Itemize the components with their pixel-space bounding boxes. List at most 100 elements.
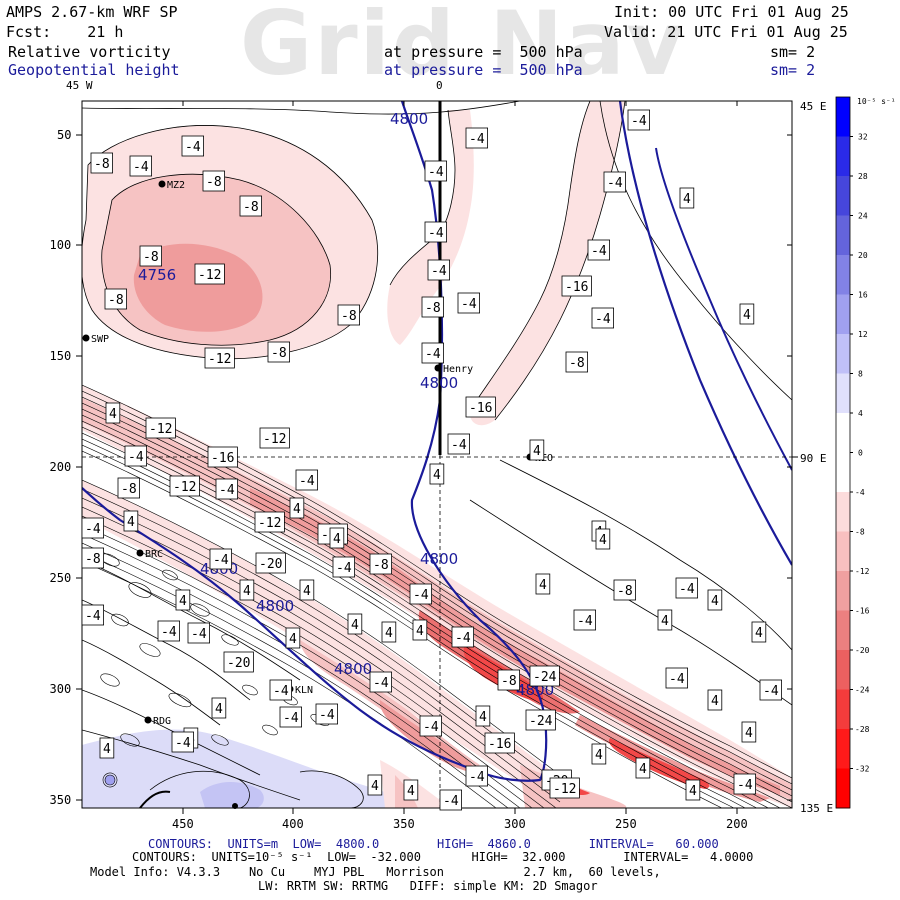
vorticity-label-box (741, 721, 757, 743)
vorticity-label-text: -4 (763, 684, 779, 699)
colorbar-segment (836, 492, 850, 532)
vorticity-label: -16 (207, 446, 238, 468)
vorticity-label-box (267, 341, 291, 363)
vorticity-label: 4 (367, 774, 383, 796)
vorticity-label: 4 (595, 528, 611, 550)
vorticity-label-text: 4 (711, 594, 719, 609)
footer-contours-vorticity: CONTOURS: UNITS=10⁻⁵ s⁻¹ LOW= -32.000 HI… (132, 850, 754, 864)
vorticity-label-box (484, 732, 515, 754)
vorticity-label-box (447, 433, 471, 455)
vorticity-label-text: -4 (737, 778, 753, 793)
vorticity-label-box (739, 303, 755, 325)
vorticity-label-text: -4 (161, 625, 177, 640)
vorticity-label-text: -8 (569, 356, 585, 371)
field1-pressure: at pressure = 500 hPa (384, 43, 583, 61)
vorticity-label-text: 4 (179, 594, 187, 609)
negative-vorticity-area (133, 243, 263, 332)
vorticity-label: 4 (591, 743, 607, 765)
vorticity-label: -4 (181, 135, 205, 157)
vorticity-label-box (591, 307, 615, 329)
colorbar-segment (836, 571, 850, 611)
colorbar-segment (836, 610, 850, 651)
vorticity-contour (162, 569, 178, 581)
x-tick-label: 250 (615, 817, 637, 831)
right-longitude-label: 90 E (800, 452, 827, 465)
vorticity-label: -4 (157, 620, 181, 642)
colorbar-tick-label: 28 (858, 172, 868, 181)
vorticity-label: -4 (457, 292, 481, 314)
vorticity-label-box (587, 239, 611, 261)
vorticity-label: 4 (299, 579, 315, 601)
vorticity-contour (262, 724, 278, 736)
colorbar-segment (836, 768, 850, 809)
vorticity-label-box (207, 446, 238, 468)
vorticity-contour (82, 402, 792, 797)
vorticity-label: -4 (421, 342, 445, 364)
vorticity-label-box (591, 743, 607, 765)
vorticity-label-text: -4 (85, 609, 101, 624)
vorticity-label-box (181, 135, 205, 157)
vorticity-contour (499, 459, 792, 651)
colorbar-segment (836, 531, 850, 572)
vorticity-label: -12 (204, 347, 235, 369)
vorticity-contour (82, 524, 545, 808)
height-label: 4800 (334, 660, 372, 678)
vorticity-label: -8 (239, 195, 263, 217)
vorticity-label: -4 (315, 703, 339, 725)
vorticity-label: -4 (587, 239, 611, 261)
colorbar-tick-label: 32 (858, 133, 868, 142)
vorticity-label-text: -4 (577, 614, 593, 629)
vorticity-contour (82, 101, 521, 115)
vorticity-label: -4 (332, 556, 356, 578)
vorticity-label: -8 (565, 351, 589, 373)
colorbar-tick-label: -8 (855, 528, 865, 537)
vorticity-label-box (657, 609, 673, 631)
vorticity-label-box (367, 774, 383, 796)
field2-name: Geopotential height (8, 61, 180, 79)
y-tick-label: 200 (50, 460, 72, 474)
vorticity-label-box (573, 609, 597, 631)
x-tick-label: 350 (393, 817, 415, 831)
vorticity-contour (149, 770, 250, 808)
vorticity-label-box (104, 288, 128, 310)
colorbar-tick-label: -20 (855, 646, 870, 655)
vorticity-contour (389, 109, 456, 286)
vorticity-label-box (525, 709, 556, 731)
vorticity-label: 4 (412, 619, 428, 641)
vorticity-label: -4 (424, 221, 448, 243)
vorticity-label-text: 4 (639, 762, 647, 777)
vorticity-label-box (412, 619, 428, 641)
vorticity-label: 4 (123, 510, 139, 532)
station-label: RDG (153, 716, 171, 727)
height-label: 4800 (256, 597, 294, 615)
vorticity-label: -4 (187, 622, 211, 644)
station-label: SWP (91, 334, 109, 345)
vorticity-label-text: 4 (745, 726, 753, 741)
vorticity-label-box (117, 477, 141, 499)
vorticity-contour (128, 582, 152, 598)
vorticity-label-box (421, 342, 445, 364)
vorticity-label-text: -4 (631, 114, 647, 129)
vorticity-label: -12 (259, 427, 290, 449)
vorticity-label-text: -4 (443, 794, 459, 809)
vorticity-label: -4 (591, 307, 615, 329)
vorticity-label-box (497, 669, 521, 691)
y-tick-label: 250 (50, 571, 72, 585)
vorticity-label-text: -8 (425, 301, 441, 316)
colorbar-segment (836, 255, 850, 295)
vorticity-label-text: 4 (371, 779, 379, 794)
vorticity-label: -4 (465, 127, 489, 149)
field2-pressure: at pressure = 500 hPa (384, 61, 583, 79)
watermark: Grid Nav (240, 0, 686, 95)
vorticity-label-text: -4 (128, 450, 144, 465)
vorticity-label-box (465, 127, 489, 149)
vorticity-label-box (139, 245, 163, 267)
vorticity-contour (82, 533, 533, 808)
y-tick-label: 150 (50, 349, 72, 363)
vorticity-label-box (369, 671, 393, 693)
vorticity-label-box (187, 622, 211, 644)
init-time: Init: 00 UTC Fri 01 Aug 25 (614, 3, 849, 21)
vorticity-label-text: 4 (661, 614, 669, 629)
vorticity-label-box (239, 579, 255, 601)
vorticity-label: -4 (81, 517, 105, 539)
